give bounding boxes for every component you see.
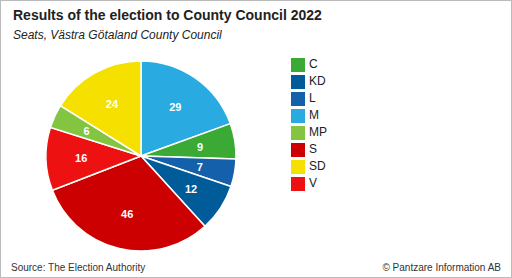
svg-text:6: 6: [84, 125, 90, 137]
html-text:L: L: [309, 91, 316, 105]
svg-text:12: 12: [185, 183, 197, 195]
html-text:KD: KD: [309, 74, 326, 88]
html-text:C: C: [309, 57, 318, 71]
html-text:Seats, Västra Götaland County: Seats, Västra Götaland County Council: [13, 28, 222, 42]
html-text:M: M: [309, 108, 319, 122]
html-text:V: V: [309, 176, 317, 190]
html-text:SD: SD: [309, 159, 326, 173]
html-text:Results of the election to Cou: Results of the election to County Counci…: [13, 7, 322, 23]
svg-text:9: 9: [197, 141, 203, 153]
svg-text:24: 24: [106, 98, 119, 110]
svg-text:16: 16: [75, 152, 87, 164]
html-text:MP: MP: [309, 125, 327, 139]
html-text:© Pantzare Information AB: © Pantzare Information AB: [382, 262, 501, 273]
html-text:S: S: [309, 142, 317, 156]
svg-text:29: 29: [169, 101, 181, 113]
html-text:Source: The Election Authority: Source: The Election Authority: [11, 262, 146, 273]
svg-text:46: 46: [121, 208, 133, 220]
svg-text:7: 7: [197, 161, 203, 173]
